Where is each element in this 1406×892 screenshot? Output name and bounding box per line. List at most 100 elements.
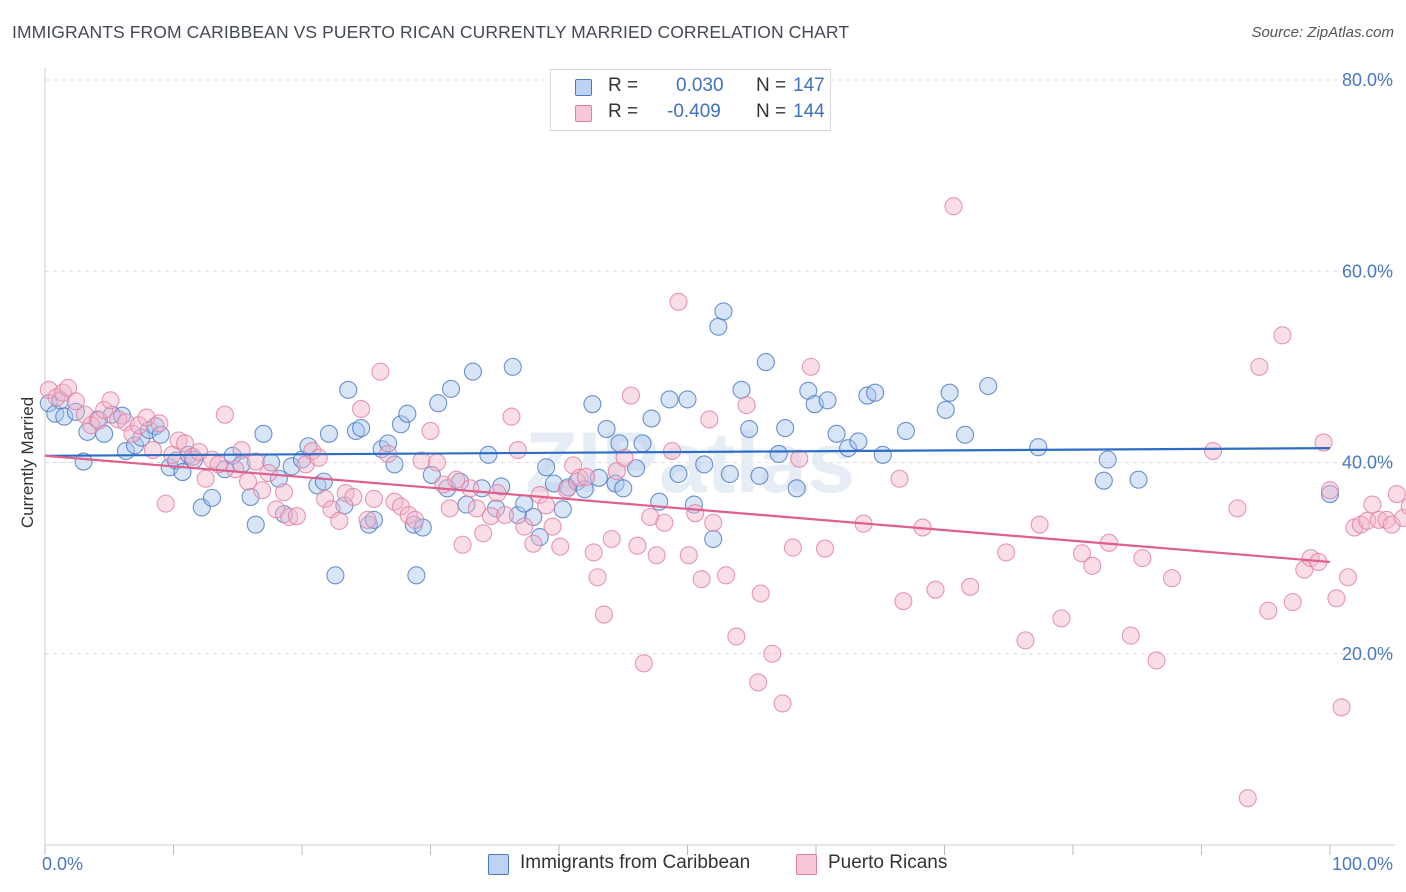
data-point: [1250, 357, 1269, 376]
n-value: 147: [793, 75, 825, 96]
data-point: [740, 419, 759, 439]
n-label: N =: [756, 101, 787, 122]
data-point: [679, 546, 698, 565]
data-point: [74, 452, 93, 471]
data-point: [584, 543, 603, 562]
data-point: [776, 419, 795, 438]
data-point: [686, 504, 705, 523]
data-point: [576, 467, 596, 486]
data-point: [1129, 470, 1148, 489]
data-point: [815, 539, 835, 558]
data-point: [700, 410, 719, 429]
data-point: [55, 407, 74, 426]
legend-label: Immigrants from Caribbean: [520, 852, 751, 873]
data-point: [940, 383, 959, 402]
x-tick-label: 100.0%: [1332, 854, 1393, 874]
data-point: [1147, 651, 1166, 670]
data-point: [614, 479, 633, 498]
data-point: [95, 400, 114, 419]
data-point: [961, 577, 980, 596]
data-point: [873, 445, 892, 464]
data-point: [467, 499, 486, 518]
data-point: [358, 510, 377, 529]
data-point: [316, 489, 335, 508]
y-tick-label: 40.0%: [1342, 453, 1393, 473]
data-point: [1083, 556, 1102, 575]
data-point: [125, 436, 144, 455]
data-point: [1052, 609, 1071, 628]
data-point: [474, 524, 493, 543]
data-point: [570, 468, 589, 487]
data-point: [801, 357, 820, 376]
y-tick-label: 20.0%: [1342, 644, 1393, 664]
data-point: [453, 535, 472, 554]
data-point: [926, 580, 945, 599]
legend-label: Puerto Ricans: [828, 852, 948, 873]
data-point: [749, 673, 768, 692]
data-point: [413, 518, 432, 537]
data-point: [1320, 481, 1340, 500]
data-point: [481, 506, 500, 526]
trend-lines: [44, 447, 1331, 564]
y-tick-label: 80.0%: [1342, 70, 1393, 90]
r-value: 0.030: [676, 75, 724, 96]
data-point: [530, 528, 549, 547]
data-point: [692, 570, 711, 589]
data-point: [1204, 441, 1223, 461]
data-point: [429, 394, 448, 413]
data-point: [232, 441, 251, 460]
data-point: [150, 414, 169, 433]
data-point: [254, 424, 273, 443]
data-point: [95, 424, 114, 443]
data-point: [1394, 508, 1406, 528]
data-point: [421, 421, 440, 440]
data-point: [660, 390, 679, 409]
data-point: [156, 494, 175, 513]
data-point: [412, 451, 431, 470]
data-point: [1259, 601, 1278, 620]
grid-lines: [45, 79, 1395, 655]
data-point: [391, 415, 410, 434]
data-point: [398, 404, 417, 423]
data-point: [1030, 515, 1049, 534]
data-point: [790, 449, 809, 468]
data-point: [1133, 549, 1152, 568]
data-point: [537, 496, 556, 515]
data-point: [750, 466, 769, 485]
r-label: R =: [608, 75, 639, 96]
data-point: [669, 464, 688, 484]
data-point: [495, 506, 515, 525]
r-value: -0.409: [667, 101, 721, 122]
data-point: [371, 362, 390, 381]
data-point: [551, 537, 570, 556]
data-point: [503, 357, 522, 376]
legend-swatch-blue: [488, 854, 509, 875]
data-point: [936, 400, 955, 419]
data-point: [751, 584, 770, 603]
data-point: [769, 444, 788, 463]
data-point: [427, 453, 446, 472]
data-point: [274, 483, 294, 502]
data-point: [319, 424, 339, 443]
data-point: [669, 292, 688, 311]
data-point: [557, 480, 576, 499]
data-point: [773, 694, 792, 713]
data-point: [502, 407, 521, 426]
data-point: [59, 378, 78, 397]
data-point: [1072, 544, 1092, 563]
data-point: [709, 317, 728, 336]
data-point: [704, 513, 723, 532]
data-point: [633, 434, 652, 453]
data-point: [720, 464, 739, 484]
data-point: [352, 399, 371, 419]
data-point: [346, 421, 366, 440]
data-point: [732, 380, 751, 399]
data-point: [849, 432, 868, 451]
data-point: [543, 517, 562, 536]
data-point: [461, 479, 480, 498]
data-point: [406, 510, 425, 529]
x-tick-label: 0.0%: [42, 854, 83, 874]
data-point: [385, 455, 404, 474]
data-point: [589, 468, 608, 487]
